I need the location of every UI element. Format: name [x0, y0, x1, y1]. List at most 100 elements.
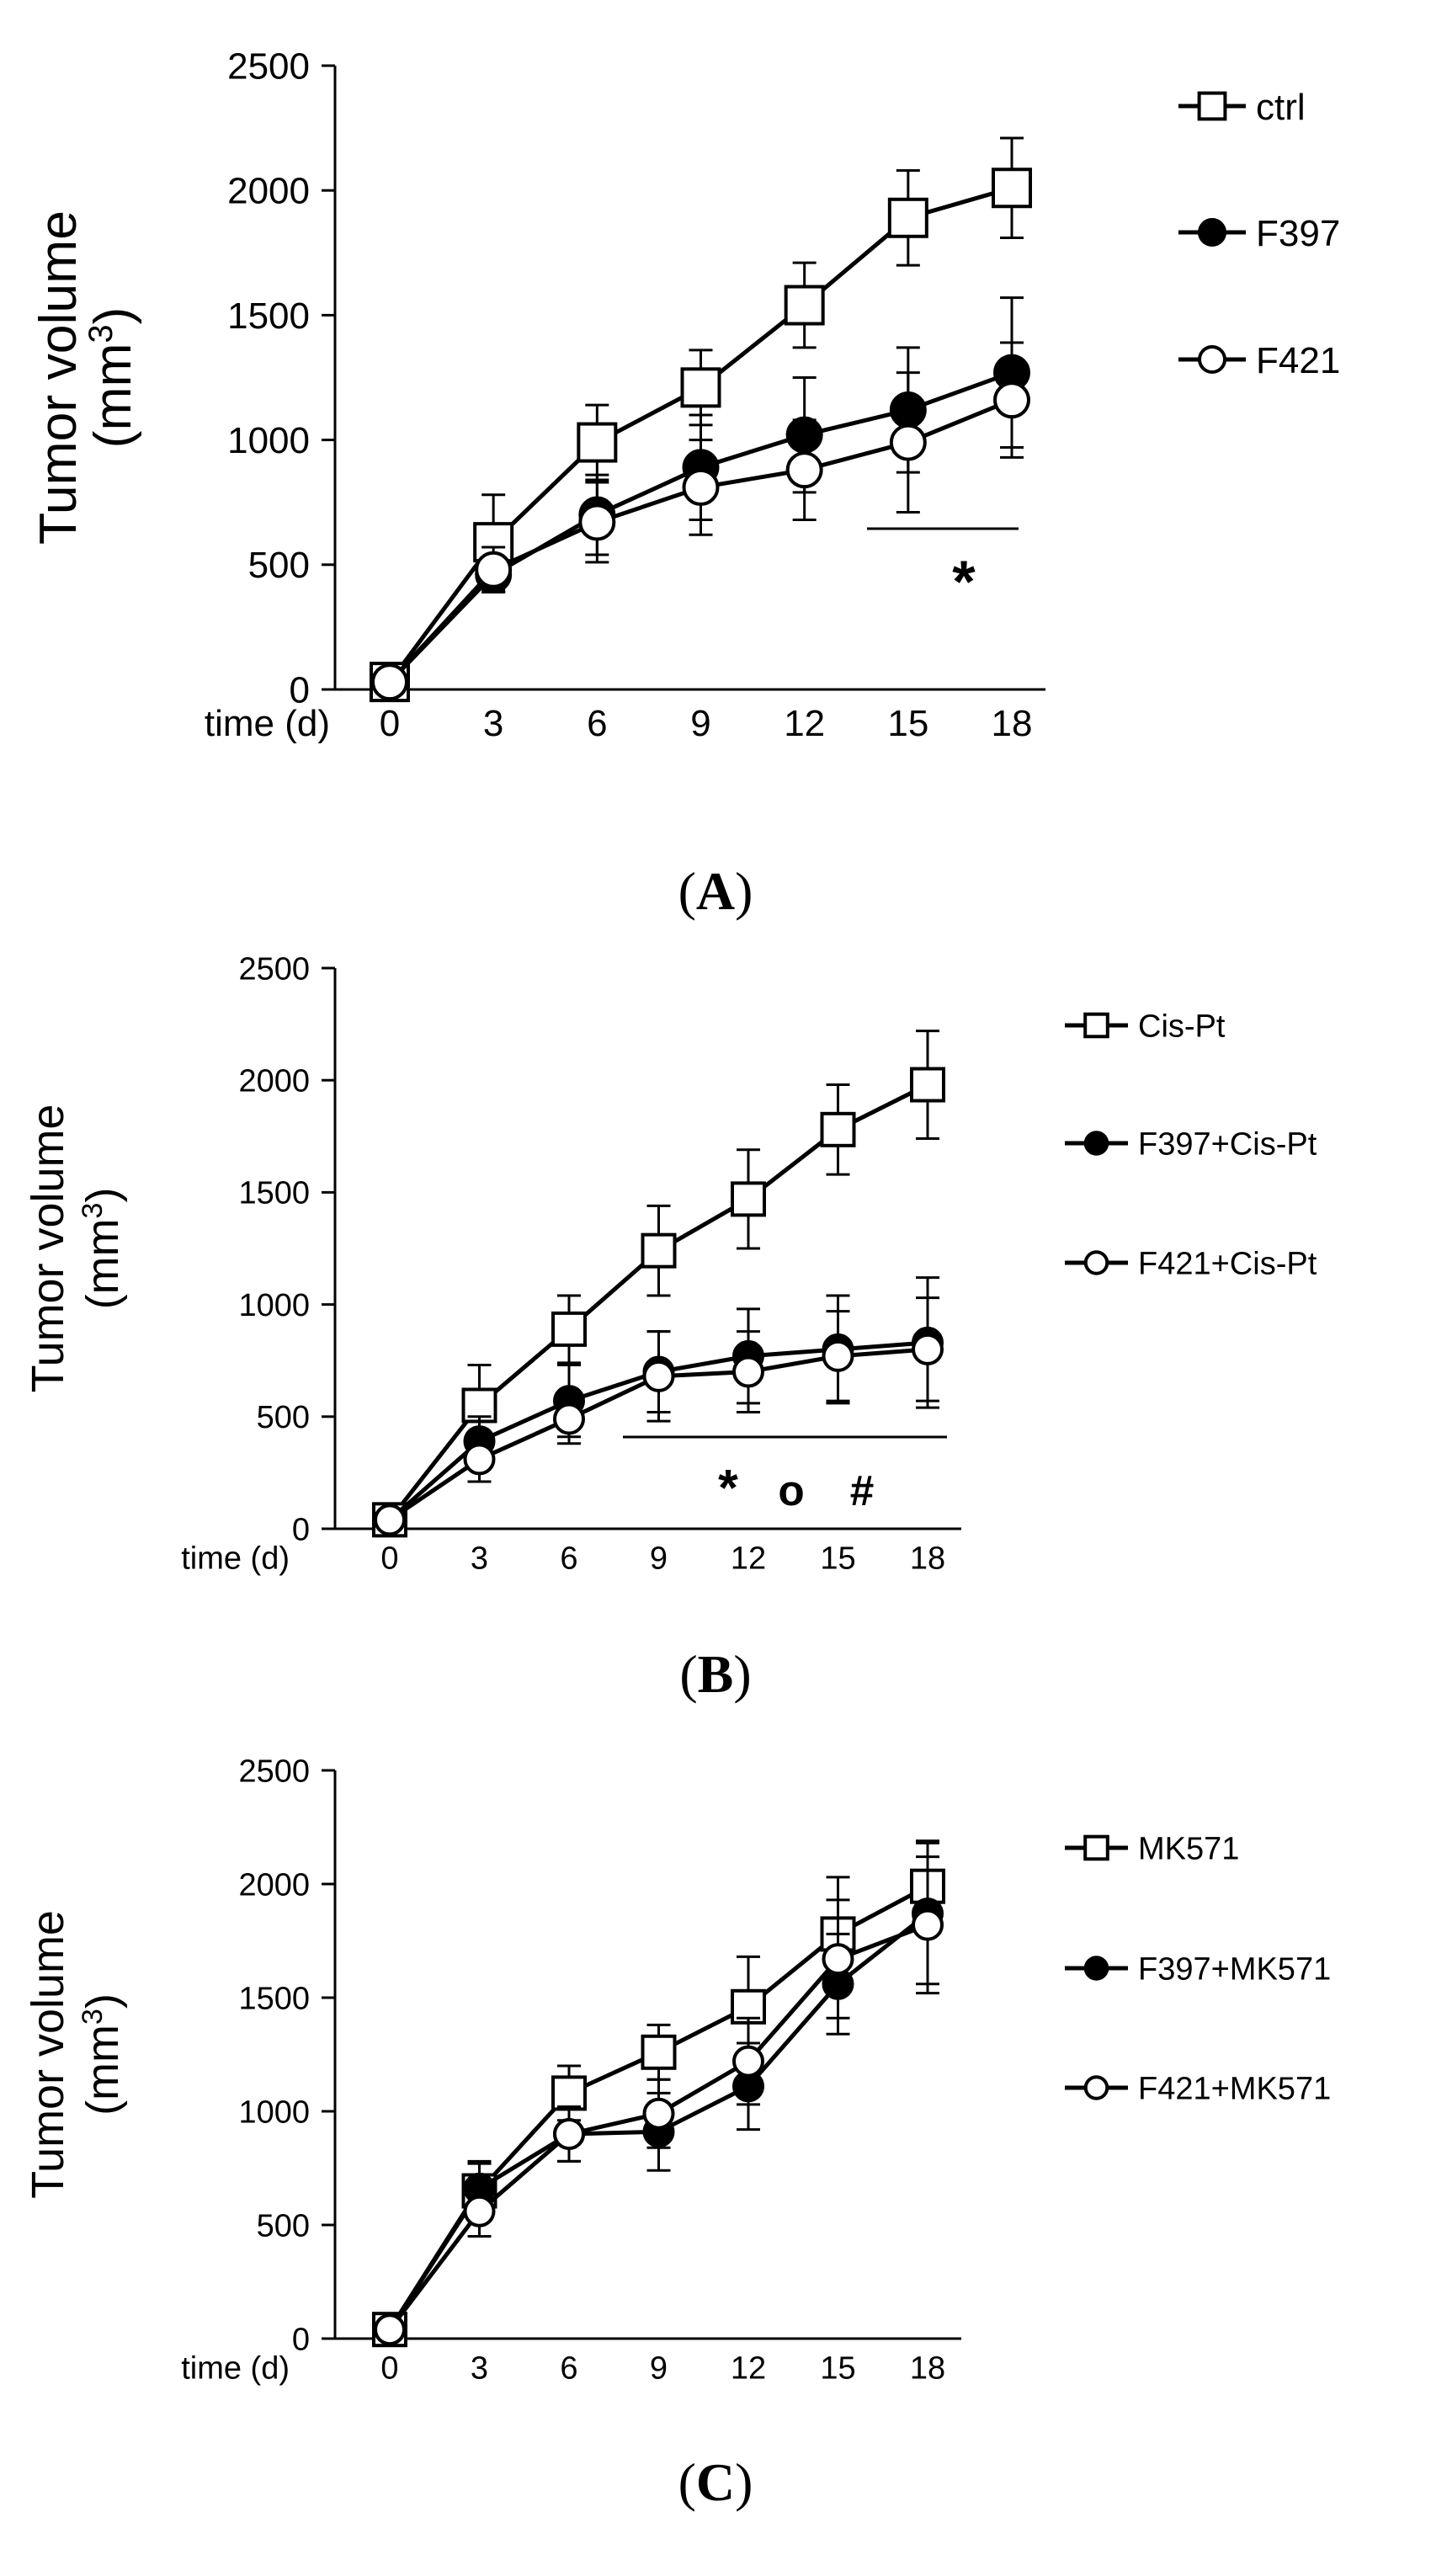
y-tick-label: 0 — [292, 1512, 310, 1547]
panel-label: (B) — [679, 1644, 751, 1704]
legend-marker — [1197, 91, 1227, 121]
data-point — [641, 1232, 677, 1269]
series-F421+MK571 — [374, 1855, 944, 2346]
x-tick-label: 3 — [471, 1541, 488, 1577]
legend-marker — [1198, 218, 1226, 247]
y-tick-label: 500 — [248, 545, 310, 586]
legend-label: F421 — [1256, 340, 1340, 381]
chart-panel-A: 0 500 1000 1500 2000 2500 0 3 6 9 12 15 18 time (d) Tu… — [29, 45, 1340, 921]
series-F421 — [371, 341, 1030, 701]
x-tick-label: 9 — [690, 703, 710, 744]
y-tick-label: 2500 — [238, 951, 310, 987]
x-axis-title: time (d) — [181, 1541, 290, 1577]
data-point — [820, 1111, 856, 1147]
x-axis-title: time (d) — [181, 2351, 290, 2387]
y-axis-title: Tumor volume — [23, 1104, 73, 1393]
y-axis-title: Tumor volume — [29, 210, 88, 545]
legend-label: MK571 — [1138, 1832, 1239, 1867]
data-point — [732, 2045, 764, 2078]
data-point — [731, 1181, 766, 1217]
series-Cis-Pt — [372, 1030, 945, 1538]
data-point — [642, 1360, 675, 1392]
x-tick-label: 6 — [560, 2351, 577, 2387]
data-point — [642, 2097, 675, 2130]
data-point — [992, 168, 1032, 209]
data-point — [641, 2034, 677, 2070]
legend-label: F397+MK571 — [1138, 1952, 1331, 1988]
y-axis-title: Tumor volume — [23, 1910, 73, 2199]
data-point — [784, 285, 825, 326]
data-point — [682, 468, 720, 506]
data-point — [887, 197, 928, 238]
y-axis-unit: (mm3) — [82, 307, 142, 449]
x-tick-label: 3 — [483, 703, 503, 744]
data-point — [822, 1943, 854, 1976]
x-tick-label: 15 — [887, 703, 928, 744]
significance-annotation: o — [778, 1466, 804, 1514]
data-point — [822, 1339, 854, 1372]
panel-label: (C) — [678, 2452, 753, 2512]
y-tick-label: 500 — [257, 1400, 310, 1435]
x-tick-label: 15 — [820, 1541, 855, 1577]
data-point — [463, 2195, 496, 2227]
data-point — [578, 503, 616, 541]
panel-label: (A) — [678, 861, 753, 921]
data-point — [910, 1067, 945, 1103]
legend-label: ctrl — [1256, 87, 1306, 128]
y-axis-unit: (mm3) — [77, 1993, 128, 2116]
data-point — [553, 2118, 585, 2150]
x-tick-label: 18 — [910, 2351, 945, 2387]
legend-marker — [1083, 1956, 1109, 1981]
x-tick-label: 15 — [820, 2351, 855, 2387]
legend-marker — [1083, 1834, 1109, 1861]
y-tick-label: 1500 — [238, 1981, 310, 2016]
legend-marker — [1198, 345, 1226, 374]
legend-marker — [1083, 1012, 1109, 1039]
data-point — [374, 2313, 406, 2346]
data-point — [475, 551, 513, 588]
x-tick-label: 0 — [380, 2351, 398, 2387]
y-tick-label: 0 — [290, 669, 310, 711]
x-tick-label: 0 — [380, 703, 400, 744]
legend-label: F421+Cis-Pt — [1138, 1247, 1317, 1282]
legend-label: F397 — [1256, 213, 1340, 254]
data-point — [371, 663, 408, 701]
x-tick-label: 6 — [560, 1541, 577, 1577]
legend-label: F421+MK571 — [1138, 2072, 1331, 2107]
y-tick-label: 1000 — [227, 420, 310, 461]
x-tick-label: 3 — [471, 2351, 488, 2387]
y-tick-label: 2500 — [238, 1754, 310, 1789]
y-tick-label: 1000 — [238, 2094, 310, 2130]
y-tick-label: 1000 — [238, 1288, 310, 1323]
data-point — [551, 1311, 587, 1347]
chart-panel-C: 0 500 1000 1500 2000 2500 0 3 6 9 12 15 18 time (d) Tu… — [23, 1754, 1331, 2512]
series-F421+Cis-Pt — [374, 1296, 944, 1536]
chart-panel-B: 0 500 1000 1500 2000 2500 0 3 6 9 12 15 18 time (d) Tu… — [23, 951, 1317, 1704]
x-tick-label: 6 — [587, 703, 607, 744]
y-tick-label: 2000 — [238, 1867, 310, 1903]
y-axis-unit: (mm3) — [77, 1188, 128, 1310]
data-point — [463, 1443, 496, 1476]
data-point — [912, 1333, 944, 1365]
legend-marker — [1083, 1250, 1109, 1275]
y-tick-label: 1500 — [238, 1176, 310, 1211]
y-tick-label: 2000 — [227, 171, 310, 212]
y-tick-label: 2000 — [238, 1064, 310, 1099]
data-point — [680, 367, 721, 408]
y-tick-label: 1500 — [227, 295, 310, 337]
significance-annotation: # — [850, 1466, 875, 1514]
data-point — [553, 1402, 585, 1435]
y-tick-label: 500 — [257, 2208, 310, 2243]
x-tick-label: 12 — [731, 2351, 766, 2387]
data-point — [732, 1355, 764, 1388]
data-point — [993, 381, 1030, 419]
data-point — [785, 451, 823, 489]
x-tick-label: 0 — [380, 1541, 398, 1577]
data-point — [912, 1908, 944, 1941]
legend-label: F397+Cis-Pt — [1138, 1127, 1317, 1163]
y-tick-label: 2500 — [227, 45, 310, 87]
x-tick-label: 9 — [650, 2351, 668, 2387]
data-point — [889, 423, 927, 461]
x-tick-label: 18 — [910, 1541, 945, 1577]
